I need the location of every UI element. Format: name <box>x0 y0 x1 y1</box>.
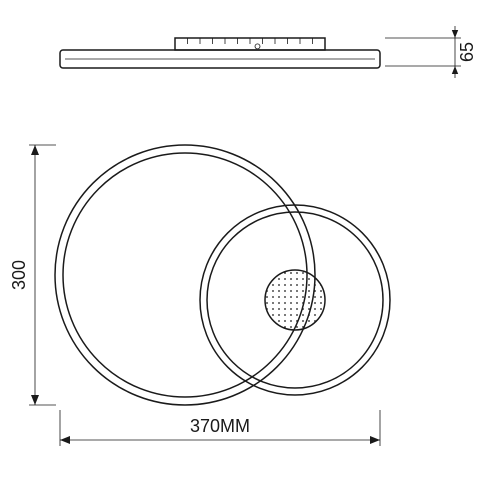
dim-height-label: 65 <box>457 42 477 62</box>
top-profile-view <box>60 38 380 68</box>
large-ring-outer <box>55 145 315 405</box>
front-view <box>55 145 390 405</box>
technical-drawing: 65 370MM 300 <box>0 0 500 500</box>
left-dimension: 300 <box>9 145 56 405</box>
bottom-dimension: 370MM <box>60 410 380 446</box>
dim-depth-label: 300 <box>9 260 29 290</box>
top-dimension: 65 <box>385 26 477 78</box>
center-dotted-disc <box>265 270 325 330</box>
dim-width-label: 370MM <box>190 416 250 436</box>
